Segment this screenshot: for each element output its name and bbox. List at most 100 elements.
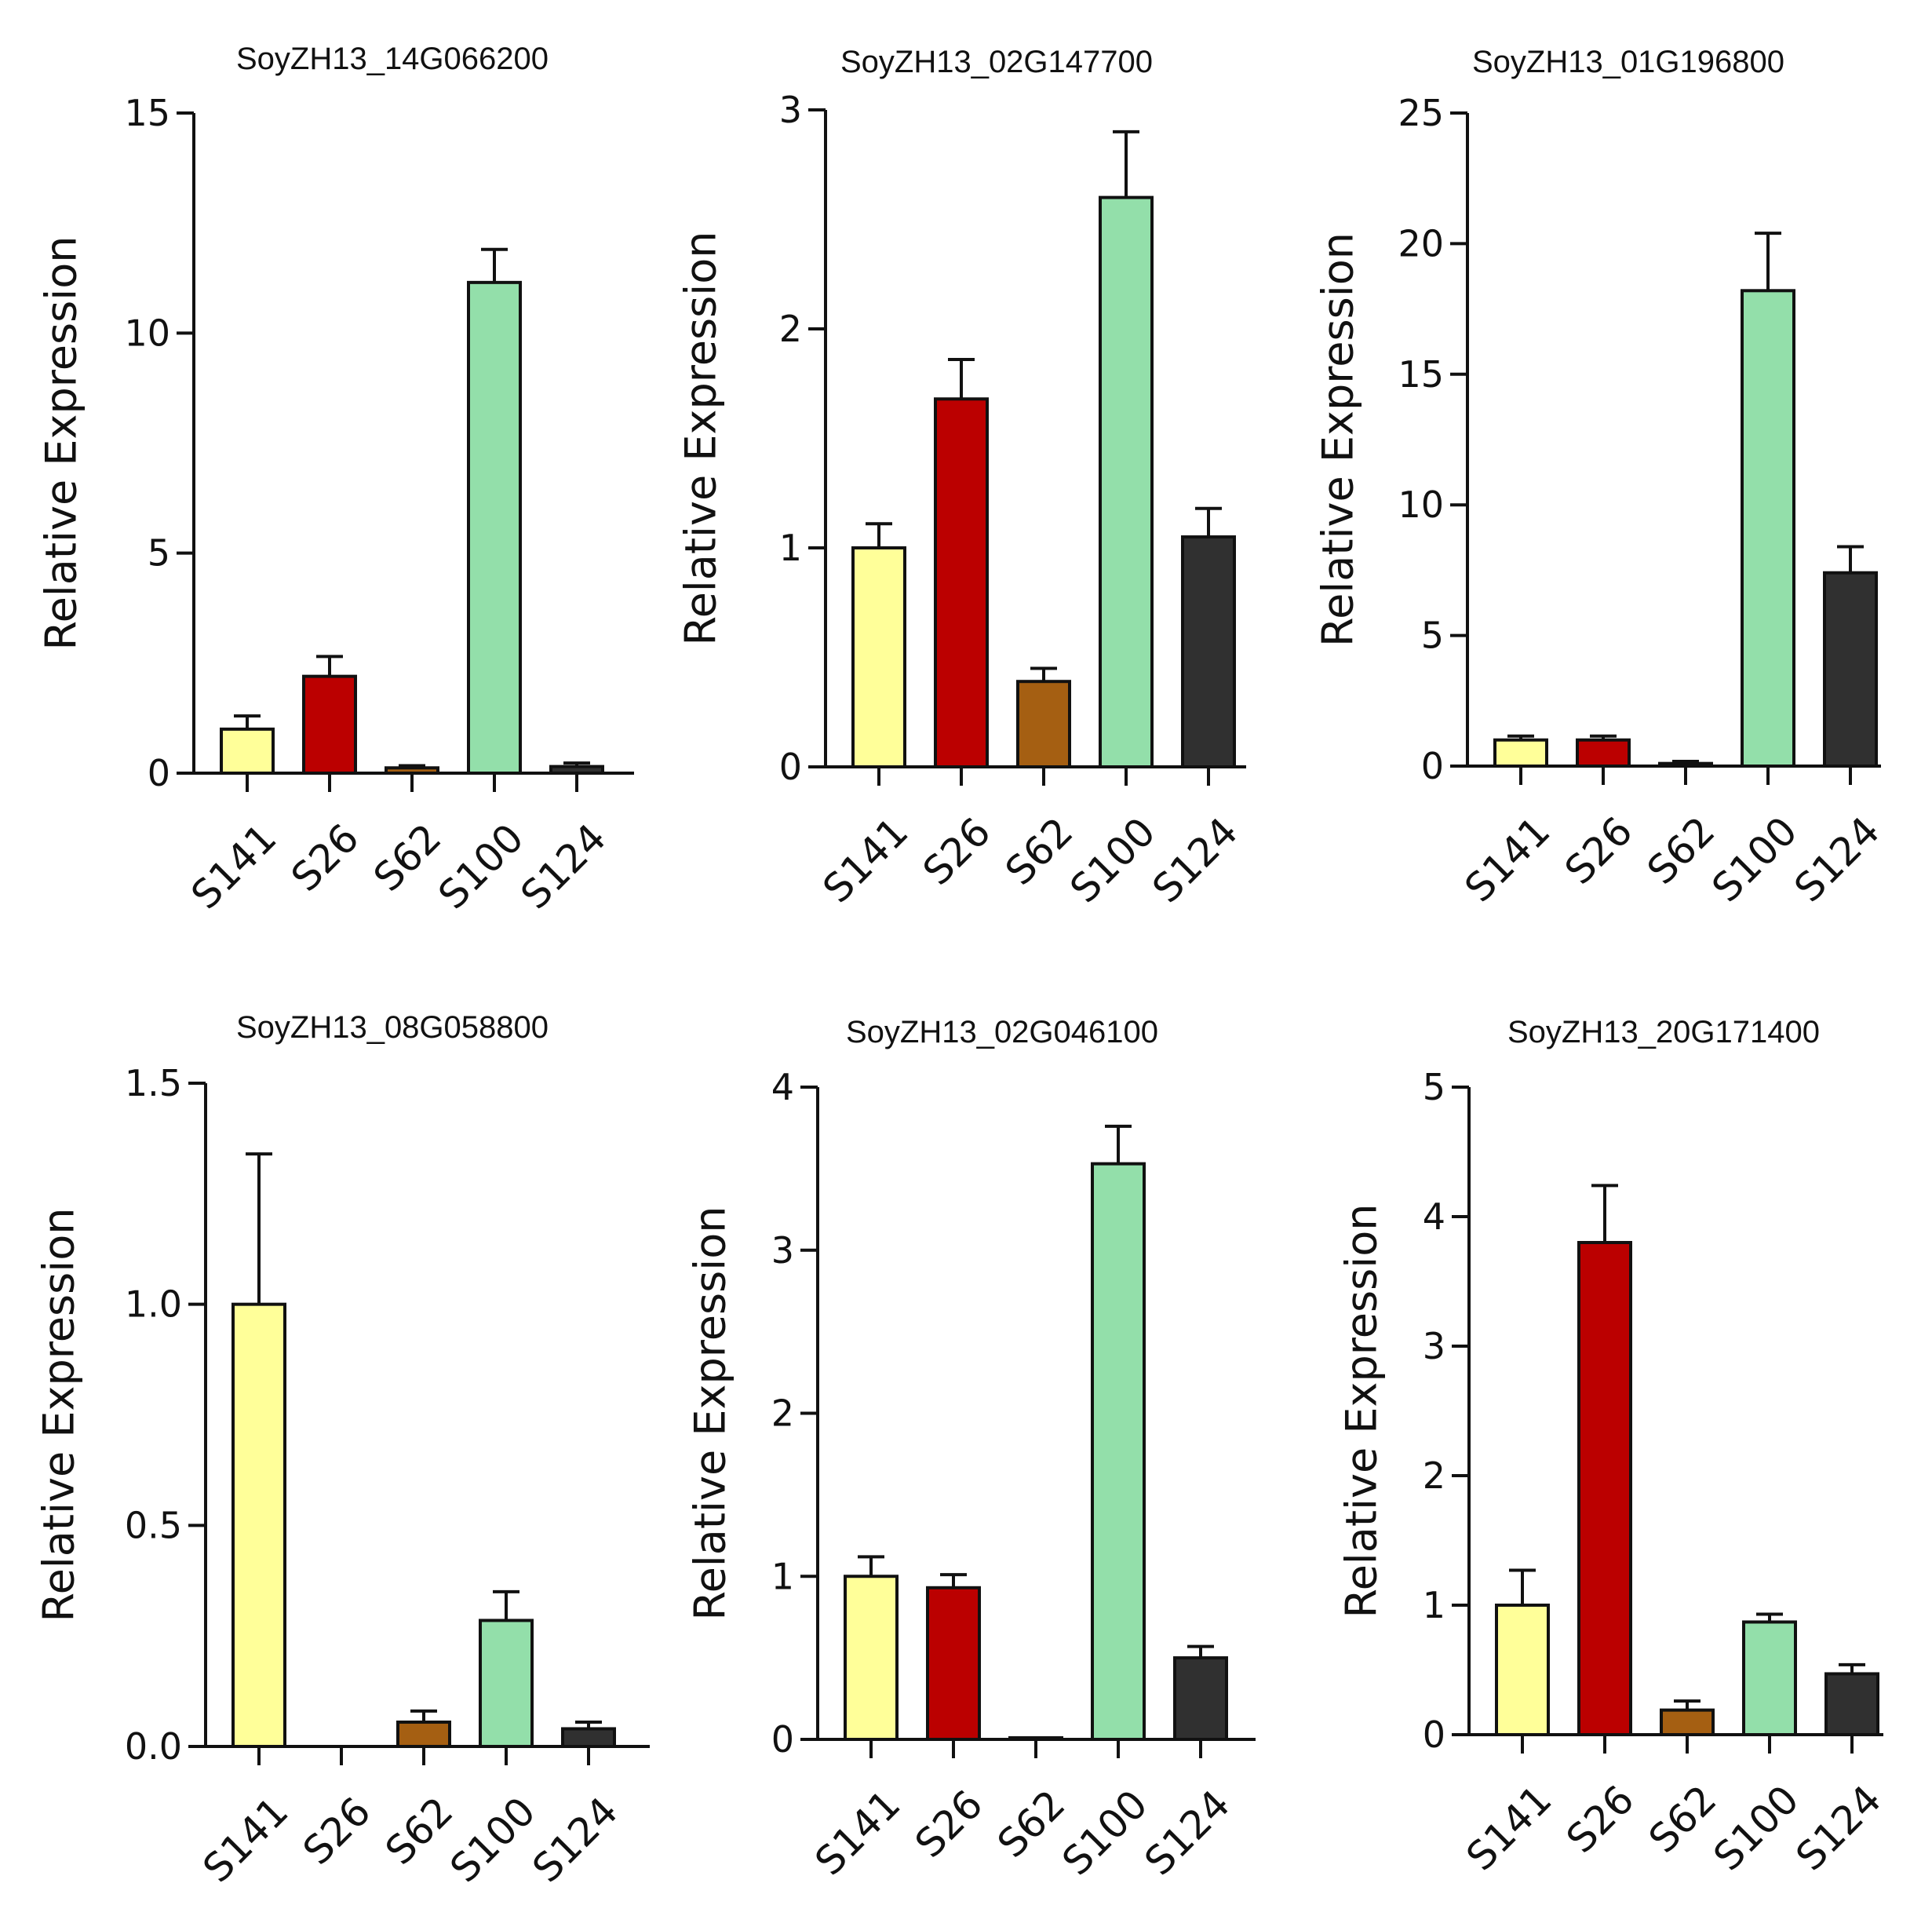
error-bar-s100: [1756, 1612, 1783, 1622]
bar-s124: [1181, 535, 1236, 768]
y-axis-label: Relative Expression: [676, 231, 726, 645]
x-tick-label: S124: [1788, 1776, 1890, 1879]
bar-s100: [467, 280, 522, 775]
y-tick-label: 4: [1423, 1195, 1445, 1238]
chart-title: SoyZH13_20G171400: [1507, 1015, 1820, 1049]
x-tick-label: S141: [815, 808, 917, 911]
y-tick-label: 2: [771, 1392, 794, 1435]
y-tick-label: 0: [779, 746, 802, 788]
bar-s141: [231, 1302, 286, 1748]
chart-title: SoyZH13_14G066200: [236, 42, 549, 76]
error-bar-s26: [1590, 734, 1617, 740]
y-tick-label: 3: [1423, 1325, 1445, 1367]
bar-s141: [851, 546, 906, 768]
error-bar-s100: [493, 1589, 519, 1621]
error-bar-s141: [866, 522, 892, 548]
y-tick-label: 3: [771, 1229, 794, 1272]
bar-s62: [396, 1721, 451, 1748]
bar-s100: [1741, 289, 1795, 768]
bar-s62: [1016, 680, 1071, 768]
chart-panel-1: SoyZH13_14G066200 Relative Expression 0 5 10…: [37, 42, 634, 918]
bar-s141: [1493, 738, 1548, 768]
y-tick-label: 2: [779, 308, 802, 350]
error-bar-s100: [1113, 130, 1139, 198]
x-tick-label: S26: [906, 1781, 991, 1866]
x-tick-label: S26: [294, 1788, 379, 1873]
y-axis-label: Relative Expression: [35, 1207, 84, 1622]
bar-s100: [1099, 195, 1154, 769]
bar-s62: [1658, 761, 1713, 768]
error-bar-s26: [1591, 1184, 1618, 1243]
error-bar-s62: [399, 764, 425, 768]
x-tick-label: S100: [1704, 808, 1806, 911]
bar-s141: [844, 1575, 899, 1741]
error-bar-s124: [575, 1721, 602, 1729]
x-tick-label: S26: [1556, 808, 1641, 892]
x-tick-label: S26: [1558, 1776, 1642, 1861]
bar-s141: [220, 727, 275, 776]
y-tick-label: 3: [779, 89, 802, 131]
x-tick-label: S124: [512, 815, 615, 918]
x-tick-label: S100: [442, 1788, 545, 1891]
error-bar-s124: [1195, 506, 1222, 538]
chart-title: SoyZH13_08G058800: [236, 1010, 549, 1045]
y-tick-label: 5: [1423, 1066, 1445, 1108]
y-tick-label: 4: [771, 1066, 794, 1108]
y-tick-label: 1.5: [125, 1062, 182, 1104]
x-tick-label: S141: [183, 815, 286, 918]
bar-s26: [934, 397, 989, 768]
error-bar-s141: [234, 714, 261, 729]
bar-s124: [561, 1727, 616, 1748]
y-tick-label: 10: [1398, 484, 1444, 526]
y-tick-label: 1: [771, 1555, 794, 1597]
error-bar-s26: [316, 655, 343, 677]
x-tick-label: S26: [283, 815, 367, 900]
error-bar-s62: [410, 1709, 437, 1723]
y-tick-label: 20: [1398, 222, 1444, 265]
x-tick-label: S141: [195, 1788, 297, 1891]
bar-s124: [549, 765, 604, 776]
chart-title: SoyZH13_02G147700: [840, 45, 1153, 79]
bar-s26: [1576, 738, 1631, 768]
bar-s100: [1091, 1162, 1146, 1741]
chart-panel-4: SoyZH13_08G058800 Relative Expression 0.0 0…: [35, 1010, 650, 1891]
x-tick-label: S141: [807, 1781, 909, 1884]
error-bar-s100: [481, 247, 508, 283]
bar-s62: [1660, 1708, 1715, 1736]
x-tick-label: S100: [1705, 1776, 1808, 1879]
error-bar-s124: [1837, 545, 1864, 573]
x-tick-label: S124: [524, 1788, 627, 1891]
bar-s26: [926, 1586, 981, 1741]
x-tick-label: S26: [914, 808, 999, 893]
error-bar-s124: [1187, 1644, 1214, 1659]
y-tick-label: 0.0: [125, 1725, 182, 1768]
x-tick-label: S141: [1456, 808, 1559, 911]
y-tick-label: 0: [1423, 1713, 1445, 1756]
error-bar-s100: [1755, 232, 1781, 291]
error-bar-s100: [1105, 1124, 1132, 1164]
y-tick-label: 0: [771, 1718, 794, 1761]
y-axis-label: Relative Expression: [37, 235, 86, 650]
x-tick-label: S141: [1458, 1776, 1561, 1879]
x-tick-label: S100: [1054, 1781, 1157, 1884]
y-tick-label: 15: [124, 92, 170, 134]
error-bar-s26: [940, 1573, 967, 1588]
chart-panel-5: SoyZH13_02G046100 Relative Expression 0 1 2 3…: [686, 1015, 1256, 1884]
y-tick-label: 1: [779, 527, 802, 569]
y-tick-label: 2: [1423, 1454, 1445, 1497]
y-tick-label: 10: [124, 312, 170, 354]
error-bar-s124: [1839, 1662, 1865, 1674]
x-tick-label: S124: [1786, 808, 1889, 911]
y-tick-label: 5: [148, 532, 170, 575]
bar-s26: [302, 674, 357, 775]
chart-panel-6: SoyZH13_20G171400 Relative Expression 0 1 2 3…: [1337, 1015, 1890, 1879]
x-tick-label: S124: [1144, 808, 1247, 911]
error-bar-s141: [1507, 734, 1534, 740]
y-tick-label: 0: [1421, 745, 1444, 787]
error-bar-s62: [1674, 1699, 1701, 1710]
y-axis-label: Relative Expression: [1314, 232, 1363, 647]
y-tick-label: 0: [148, 752, 170, 794]
x-tick-label: S100: [430, 815, 533, 918]
y-tick-label: 25: [1398, 92, 1444, 134]
